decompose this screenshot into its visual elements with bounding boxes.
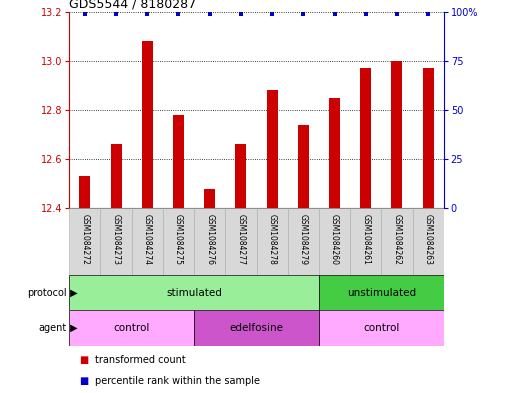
Bar bbox=[319, 275, 444, 310]
Bar bbox=[423, 68, 433, 208]
Text: GSM1084277: GSM1084277 bbox=[236, 214, 245, 264]
Bar bbox=[350, 208, 381, 275]
Bar bbox=[360, 68, 371, 208]
Bar bbox=[329, 98, 340, 208]
Text: ▶: ▶ bbox=[67, 288, 77, 298]
Bar bbox=[288, 208, 319, 275]
Text: GDS5544 / 8180287: GDS5544 / 8180287 bbox=[69, 0, 196, 11]
Bar bbox=[256, 208, 288, 275]
Bar bbox=[319, 310, 444, 346]
Text: GSM1084272: GSM1084272 bbox=[81, 214, 89, 264]
Bar bbox=[69, 310, 194, 346]
Bar bbox=[319, 208, 350, 275]
Text: GSM1084273: GSM1084273 bbox=[111, 214, 121, 264]
Bar bbox=[194, 208, 225, 275]
Bar bbox=[391, 61, 402, 208]
Bar bbox=[80, 176, 90, 208]
Text: protocol: protocol bbox=[27, 288, 67, 298]
Text: agent: agent bbox=[38, 323, 67, 333]
Text: transformed count: transformed count bbox=[95, 354, 186, 365]
Text: ■: ■ bbox=[80, 354, 89, 365]
Bar bbox=[194, 310, 319, 346]
Text: GSM1084262: GSM1084262 bbox=[392, 214, 402, 264]
Bar bbox=[163, 208, 194, 275]
Text: edelfosine: edelfosine bbox=[229, 323, 284, 333]
Text: stimulated: stimulated bbox=[166, 288, 222, 298]
Bar bbox=[69, 208, 101, 275]
Bar bbox=[101, 208, 132, 275]
Bar bbox=[204, 189, 215, 208]
Bar bbox=[412, 208, 444, 275]
Text: GSM1084260: GSM1084260 bbox=[330, 214, 339, 264]
Bar bbox=[298, 125, 309, 208]
Text: GSM1084274: GSM1084274 bbox=[143, 214, 152, 264]
Text: ▶: ▶ bbox=[67, 323, 77, 333]
Text: GSM1084278: GSM1084278 bbox=[268, 214, 277, 264]
Text: percentile rank within the sample: percentile rank within the sample bbox=[95, 376, 260, 386]
Bar bbox=[235, 145, 246, 208]
Text: GSM1084263: GSM1084263 bbox=[424, 214, 432, 264]
Text: control: control bbox=[363, 323, 400, 333]
Bar bbox=[381, 208, 412, 275]
Text: GSM1084279: GSM1084279 bbox=[299, 214, 308, 264]
Bar bbox=[142, 41, 153, 208]
Text: GSM1084261: GSM1084261 bbox=[361, 214, 370, 264]
Text: ■: ■ bbox=[80, 376, 89, 386]
Text: unstimulated: unstimulated bbox=[347, 288, 416, 298]
Text: control: control bbox=[113, 323, 150, 333]
Text: GSM1084275: GSM1084275 bbox=[174, 214, 183, 264]
Bar bbox=[132, 208, 163, 275]
Bar bbox=[111, 145, 122, 208]
Bar bbox=[267, 90, 278, 208]
Text: GSM1084276: GSM1084276 bbox=[205, 214, 214, 264]
Bar bbox=[69, 275, 319, 310]
Bar bbox=[173, 115, 184, 208]
Bar bbox=[225, 208, 256, 275]
